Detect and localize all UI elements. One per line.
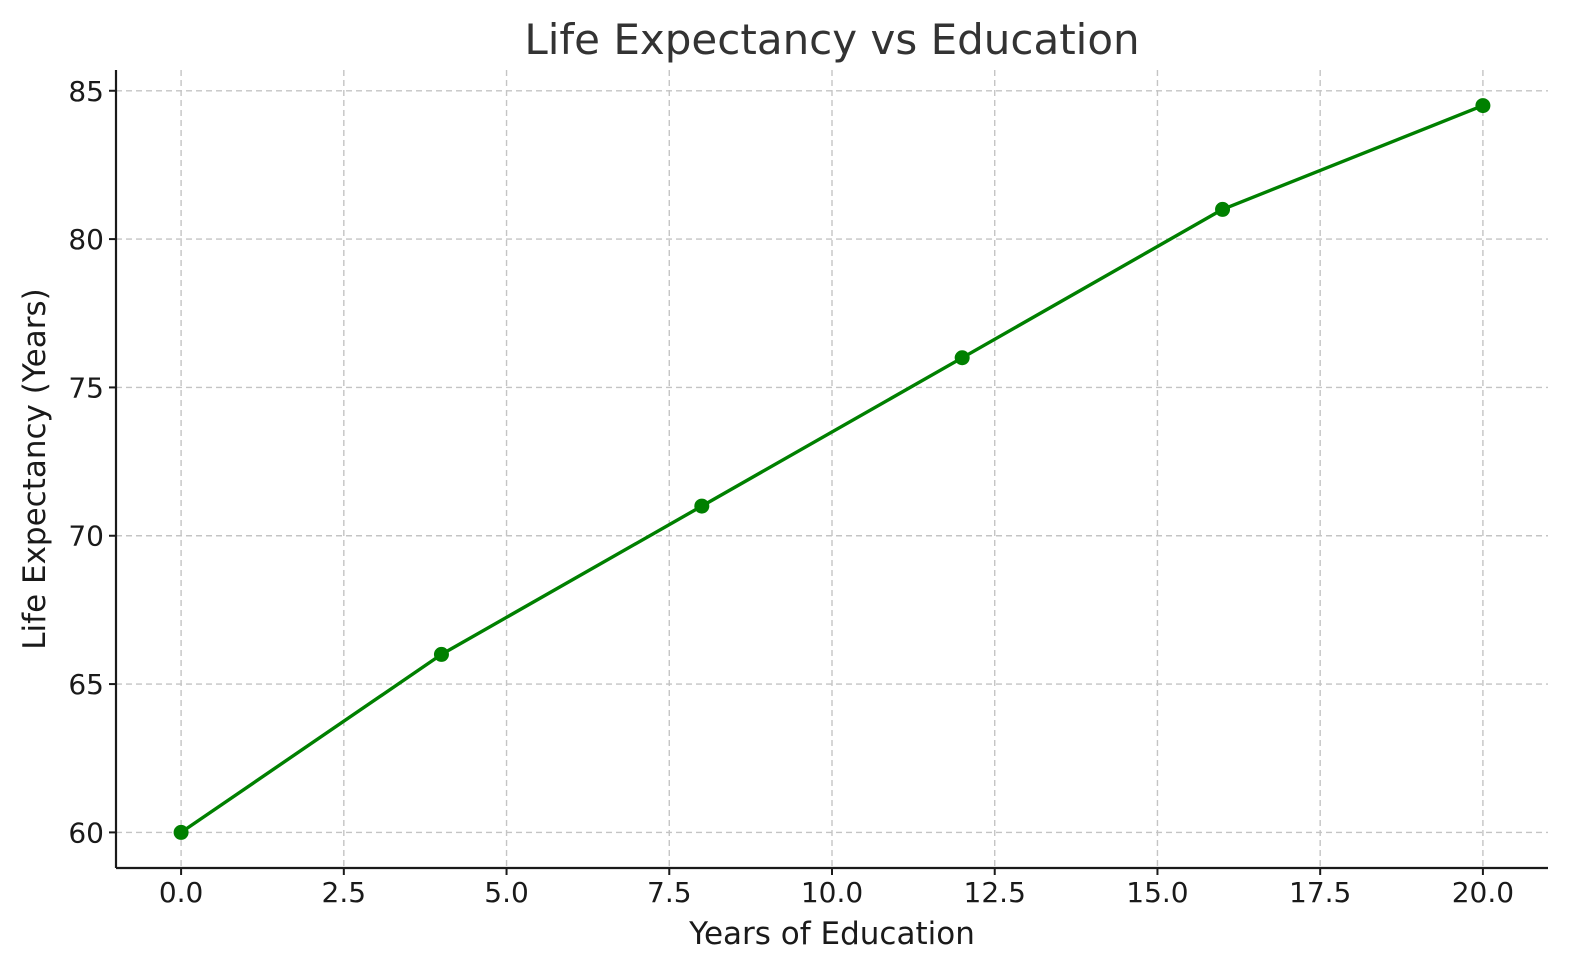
x-tick-label: 15.0: [1126, 876, 1188, 909]
y-tick-label: 65: [68, 668, 104, 701]
x-tick-label: 12.5: [964, 876, 1026, 909]
data-point: [1215, 201, 1231, 217]
y-axis-label: Life Expectancy (Years): [17, 288, 53, 649]
series-line: [179, 103, 1485, 835]
data-point: [954, 350, 970, 366]
x-tick-label: 10.0: [801, 876, 863, 909]
y-tick-label: 70: [68, 520, 104, 553]
x-tick-label: 2.5: [322, 876, 367, 909]
data-point: [1475, 98, 1491, 114]
x-tick-label: 5.0: [484, 876, 529, 909]
data-point: [694, 498, 710, 514]
y-tick-label: 85: [68, 75, 104, 108]
x-tick-label: 17.5: [1289, 876, 1351, 909]
y-tick-label: 60: [68, 816, 104, 849]
y-tick-label: 80: [68, 223, 104, 256]
ticks: 0.0 2.5 5.0 7.5 10.0 12.5 15.0 17.5 20.0 60 65 70 75…: [68, 75, 1514, 909]
grid: [116, 70, 1548, 868]
y-tick-label: 75: [68, 371, 104, 404]
series: [173, 98, 1491, 840]
x-axis-label: Years of Education: [688, 916, 975, 952]
data-point: [173, 824, 189, 840]
data-point: [433, 646, 449, 662]
x-tick-label: 20.0: [1452, 876, 1514, 909]
chart-title: Life Expectancy vs Education: [524, 15, 1139, 64]
x-tick-label: 7.5: [647, 876, 692, 909]
x-tick-label: 0.0: [159, 876, 204, 909]
